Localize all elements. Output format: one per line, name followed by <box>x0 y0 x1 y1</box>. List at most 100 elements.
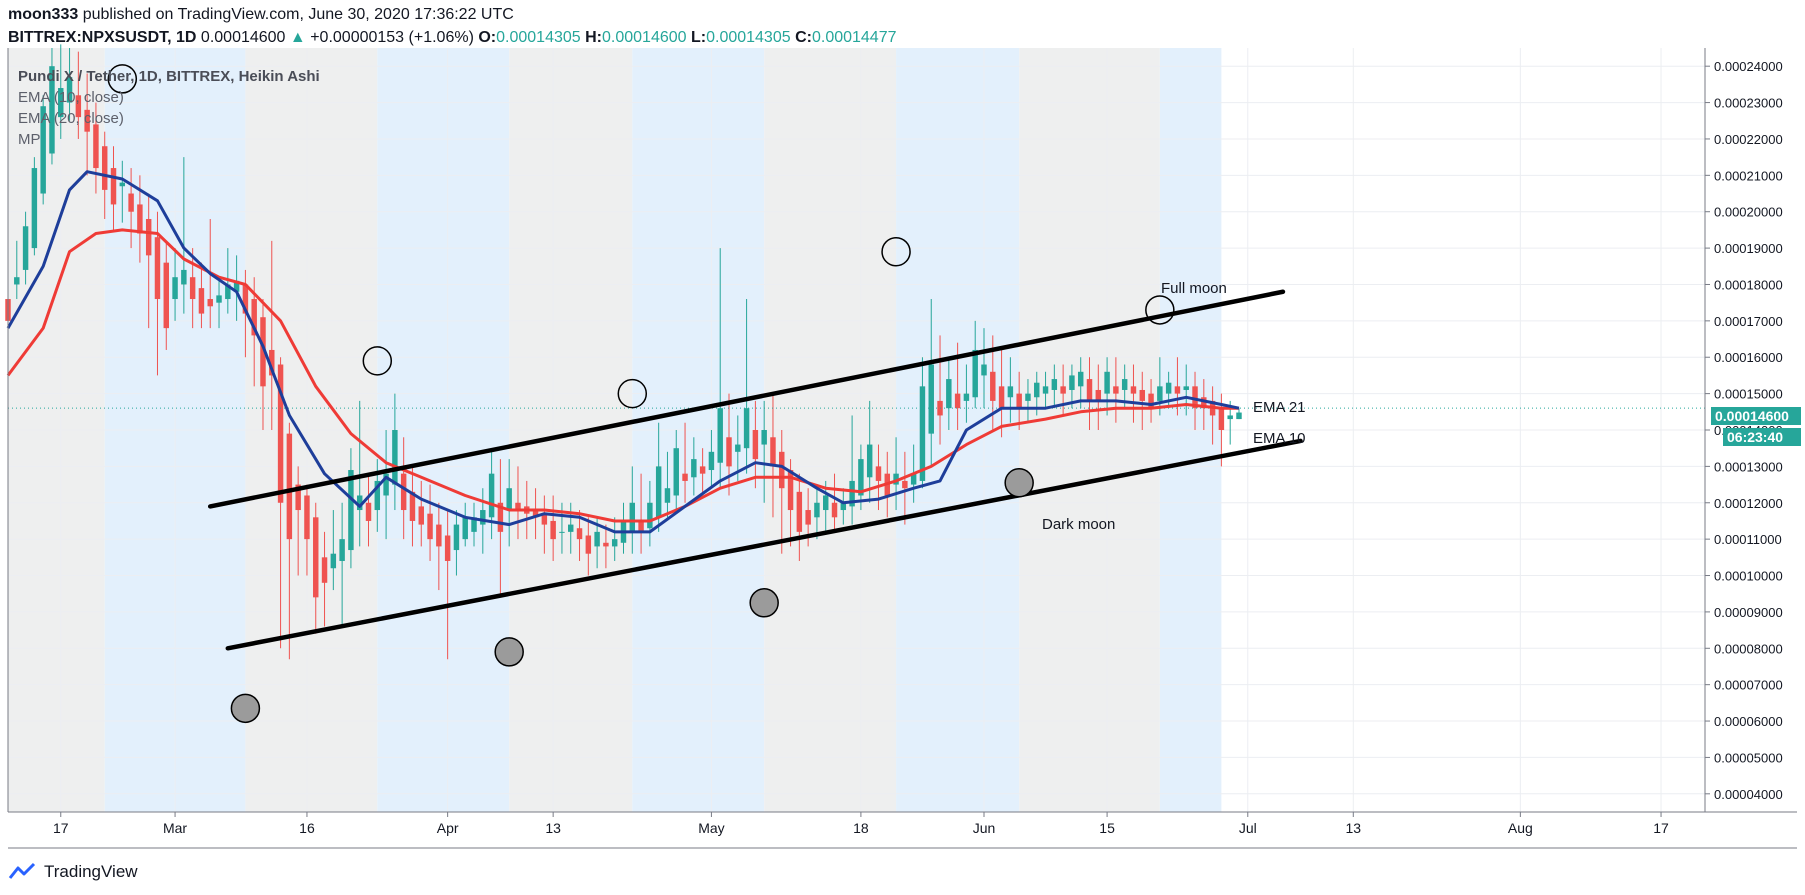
x-tick-label: Jul <box>1239 820 1257 836</box>
footer-brand[interactable]: TradingView <box>8 862 138 882</box>
up-arrow-icon: ▲ <box>289 29 306 46</box>
brand-name: TradingView <box>44 862 138 881</box>
candle-up <box>655 466 662 518</box>
candle-up <box>963 393 970 401</box>
tradingview-logo-icon <box>8 862 36 879</box>
x-tick-label: 16 <box>299 820 315 836</box>
candle-down <box>532 510 539 518</box>
candle-down <box>251 299 257 336</box>
candle-up <box>1183 386 1189 390</box>
y-tick-label: 0.00008000 <box>1714 641 1783 656</box>
candle-down <box>831 502 838 518</box>
x-tick-label: Jun <box>973 820 996 836</box>
candle-down <box>752 430 759 460</box>
candle-up <box>181 269 187 285</box>
x-tick-label: 13 <box>1346 820 1362 836</box>
candle-up <box>849 480 855 507</box>
y-tick-label: 0.00022000 <box>1714 132 1783 147</box>
candle-down <box>145 218 152 256</box>
close-value: 0.00014477 <box>811 29 897 46</box>
low-value: 0.00014305 <box>706 29 791 46</box>
candle-up <box>928 364 934 434</box>
candle-down <box>1139 389 1145 401</box>
x-tick-label: 17 <box>1653 820 1669 836</box>
full-moon-marker <box>362 346 393 376</box>
candle-up <box>647 502 653 529</box>
moon-markers <box>107 64 1175 724</box>
candle-up <box>225 284 231 300</box>
legend-mp[interactable]: MP <box>18 131 41 148</box>
grid <box>8 48 1705 812</box>
candle-up <box>453 524 460 551</box>
legend-ema-20[interactable]: EMA (20, close) <box>18 110 124 127</box>
candle-down <box>101 146 108 190</box>
candle-down <box>198 288 205 314</box>
candle-up <box>1077 371 1084 387</box>
candle-up <box>1157 386 1163 401</box>
candle-up <box>488 473 495 518</box>
candle-up <box>348 470 354 551</box>
candle-down <box>313 517 319 598</box>
candle-up <box>664 488 671 503</box>
candle-down <box>84 109 90 132</box>
candle-down <box>365 502 372 521</box>
open-value: 0.00014305 <box>496 29 581 46</box>
candle-down <box>207 299 213 307</box>
author-name[interactable]: moon333 <box>8 6 79 23</box>
candle-up <box>392 430 398 485</box>
candle-up <box>1227 415 1233 420</box>
candle-up <box>840 502 847 511</box>
candle-up <box>66 77 73 103</box>
candle-up <box>119 182 126 187</box>
candle-up <box>1051 379 1058 390</box>
y-tick-label: 0.00006000 <box>1714 714 1783 729</box>
candle-up <box>471 517 477 532</box>
y-tick-label: 0.00021000 <box>1714 168 1783 183</box>
candle-up <box>31 168 38 249</box>
y-tick-label: 0.00016000 <box>1714 350 1783 365</box>
y-tick-label: 0.00020000 <box>1714 205 1783 220</box>
candle-down <box>400 473 407 511</box>
legend-ema-10[interactable]: EMA (10, close) <box>18 89 124 106</box>
candle-up <box>691 459 697 478</box>
close-label: C: <box>795 29 812 46</box>
candle-down <box>93 124 99 169</box>
candle-up <box>611 539 618 547</box>
candle-down <box>638 520 644 532</box>
candle-up <box>735 444 741 452</box>
trend-channel[interactable] <box>207 289 1303 651</box>
candle-down <box>990 371 996 401</box>
x-tick-label: Apr <box>437 820 459 836</box>
y-tick-label: 0.00009000 <box>1714 605 1783 620</box>
legend-title: Pundi X / Tether, 1D, BITTREX, Heikin As… <box>18 68 320 85</box>
y-tick-label: 0.00012000 <box>1714 496 1783 511</box>
new-moon-marker <box>494 637 524 667</box>
candle-up <box>1121 379 1128 390</box>
candle-down <box>286 433 293 540</box>
candle-down <box>1201 397 1207 409</box>
candle-up <box>717 408 723 463</box>
candle-down <box>902 480 908 489</box>
candle-up <box>172 277 178 300</box>
countdown-tag: 06:23:40 <box>1723 428 1801 446</box>
dark-moon-label: Dark moon <box>1042 516 1116 533</box>
candle-down <box>787 470 794 511</box>
candle-up <box>893 473 899 485</box>
candle-down <box>1148 393 1154 409</box>
candle-up <box>822 495 829 511</box>
full-moon-marker <box>881 236 911 267</box>
candle-down <box>1086 379 1093 401</box>
candle-down <box>779 451 785 489</box>
candle-down <box>550 520 556 540</box>
y-tick-label: 0.00019000 <box>1714 241 1783 256</box>
candle-down <box>770 437 776 467</box>
ema-10-line <box>6 170 1240 534</box>
candle-up <box>814 502 820 518</box>
candle-down <box>497 502 504 532</box>
candle-up <box>58 88 64 118</box>
candle-down <box>260 317 266 387</box>
channel-upper-line <box>207 289 1286 509</box>
axes: 0.00004000 0.00005000 0.00006000 0.00007000… <box>7 48 1797 849</box>
candle-down <box>1095 389 1102 401</box>
